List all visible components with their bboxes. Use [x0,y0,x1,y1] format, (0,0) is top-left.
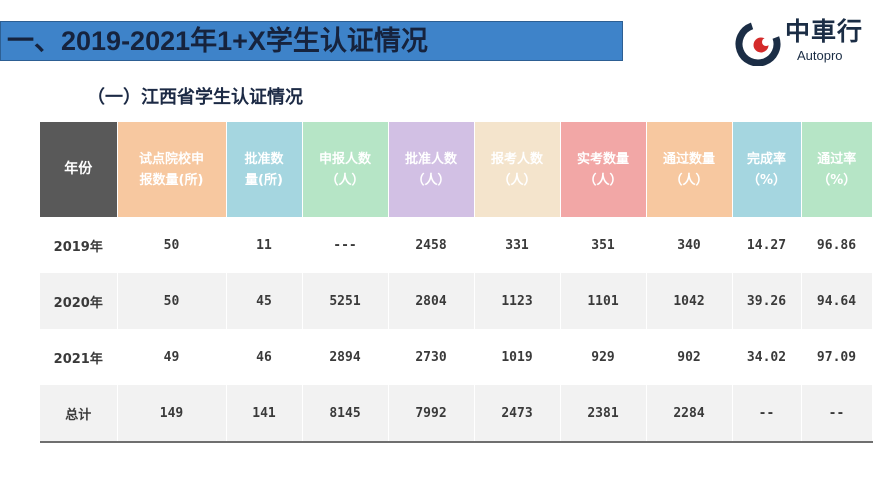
table-header-row: 年份 试点院校申 报数量(所) 批准数 量(所) 申报人数 （人） 批准人数 （人） 报… [40,122,872,217]
table-cell: 94.64 [801,273,873,329]
table-cell: 34.02 [732,329,802,385]
table-cell: 39.26 [732,273,802,329]
table-cell: 2473 [474,385,561,443]
table-cell: 5251 [302,273,389,329]
table-cell: 902 [646,329,733,385]
table-cell: 2894 [302,329,389,385]
table-cell: 331 [474,217,561,273]
header-registered: 报考人数 （人） [474,122,561,217]
table-cell: 97.09 [801,329,873,385]
row-year: 2021年 [40,329,118,385]
header-year: 年份 [40,122,118,217]
table-cell: 50 [117,217,227,273]
table-cell: 2458 [388,217,475,273]
header-completion-rate: 完成率 （%） [732,122,802,217]
section-subtitle: （一）江西省学生认证情况 [87,87,303,108]
table-cell: --- [302,217,389,273]
table-cell: -- [801,385,873,443]
header-pass-rate: 通过率 （%） [801,122,872,217]
table-cell: 14.27 [732,217,802,273]
table-cell: 351 [560,217,647,273]
certification-table: 年份 试点院校申 报数量(所) 批准数 量(所) 申报人数 （人） 批准人数 （人） 报… [40,122,873,443]
autopro-logo-icon [735,21,781,66]
table-cell: 8145 [302,385,389,443]
table-cell: 45 [226,273,303,329]
table-cell: 7992 [388,385,475,443]
row-year: 2019年 [40,217,118,273]
row-total-label: 总计 [40,385,118,443]
table-cell: 2730 [388,329,475,385]
table-cell: 1042 [646,273,733,329]
table-row: 2019年 50 11 --- 2458 331 351 340 14.27 9… [40,217,873,273]
table-cell: -- [732,385,802,443]
header-applicants: 申报人数 （人） [302,122,389,217]
table-cell: 1101 [560,273,647,329]
table-cell: 46 [226,329,303,385]
table-cell: 96.86 [801,217,873,273]
table-cell: 49 [117,329,227,385]
table-cell: 2804 [388,273,475,329]
header-passed: 通过数量 （人） [646,122,733,217]
table-cell: 2284 [646,385,733,443]
table-cell: 141 [226,385,303,443]
table-row-total: 总计 149 141 8145 7992 2473 2381 2284 -- -… [40,385,873,443]
table-cell: 50 [117,273,227,329]
table-cell: 11 [226,217,303,273]
slide-title-bar: 一、2019-2021年1+X学生认证情况 [0,21,623,61]
table-cell: 1123 [474,273,561,329]
header-approved-people: 批准人数 （人） [388,122,475,217]
logo-cn-text: 中車行 [785,17,864,46]
header-schools: 试点院校申 报数量(所) [117,122,227,217]
table-cell: 1019 [474,329,561,385]
table-cell: 340 [646,217,733,273]
table-cell: 149 [117,385,227,443]
logo-en-text: Autopro [797,48,843,63]
table-cell: 929 [560,329,647,385]
row-year: 2020年 [40,273,118,329]
header-examinees: 实考数量 （人） [560,122,647,217]
slide-title: 一、2019-2021年1+X学生认证情况 [7,26,428,56]
certification-table-wrap: 年份 试点院校申 报数量(所) 批准数 量(所) 申报人数 （人） 批准人数 （人） 报… [40,122,873,443]
autopro-logo: 中車行 Autopro [735,18,865,66]
table-row: 2020年 50 45 5251 2804 1123 1101 1042 39.… [40,273,873,329]
table-cell: 2381 [560,385,647,443]
table-row: 2021年 49 46 2894 2730 1019 929 902 34.02… [40,329,873,385]
header-approved-schools: 批准数 量(所) [226,122,303,217]
